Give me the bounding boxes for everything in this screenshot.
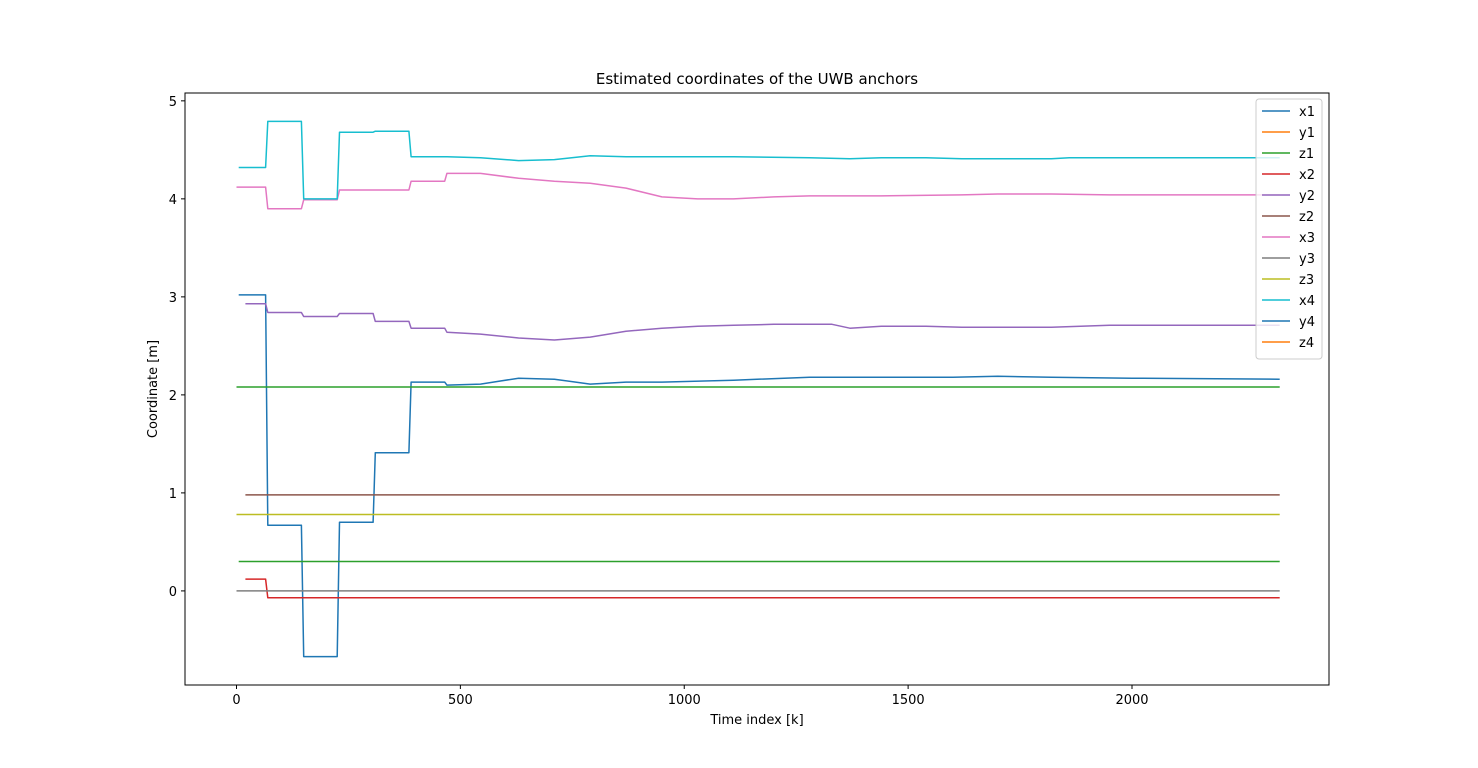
- x-axis: 0 500 1000 1500 2000: [232, 685, 1149, 708]
- legend-label-x1: x1: [1299, 105, 1315, 120]
- legend: x1 y1 z1 x2 y2 z2 x3 y3 z3 x4 y4 z4: [1255, 98, 1323, 360]
- legend-label-z1: z1: [1299, 147, 1314, 162]
- y-tick-label: 1: [169, 487, 177, 502]
- y-axis: 0 1 2 3 4 5: [169, 95, 185, 600]
- chart-title: Estimated coordinates of the UWB anchors: [596, 70, 918, 88]
- legend-label-x4: x4: [1299, 294, 1315, 309]
- x-tick-label: 500: [448, 693, 473, 708]
- plot-frame: [184, 92, 1330, 686]
- x-tick-label: 1000: [668, 693, 701, 708]
- y-tick-label: 5: [169, 95, 177, 110]
- series-line-x1: [238, 294, 1280, 658]
- x-tick-label: 2000: [1115, 693, 1148, 708]
- y-tick-label: 2: [169, 389, 177, 404]
- y-tick-label: 4: [169, 193, 177, 208]
- series-line-x4: [238, 120, 1280, 200]
- legend-label-x2: x2: [1299, 168, 1315, 183]
- y-axis-label: Coordinate [m]: [146, 340, 161, 438]
- series-line-x2: [245, 578, 1280, 599]
- series-line-y2: [245, 302, 1280, 341]
- legend-label-y4: y4: [1299, 315, 1315, 330]
- legend-label-z4: z4: [1299, 336, 1314, 351]
- x-tick-label: 1500: [892, 693, 925, 708]
- series-line-x3: [236, 172, 1280, 210]
- legend-label-y2: y2: [1299, 189, 1315, 204]
- legend-label-y1: y1: [1299, 126, 1315, 141]
- legend-box: [1255, 98, 1323, 360]
- x-tick-label: 0: [232, 693, 240, 708]
- plot-area: [236, 120, 1280, 658]
- legend-label-x3: x3: [1299, 231, 1315, 246]
- y-tick-label: 3: [169, 291, 177, 306]
- series-line-z1: [236, 386, 1280, 563]
- x-axis-label: Time index [k]: [709, 713, 803, 728]
- legend-label-z2: z2: [1299, 210, 1314, 225]
- y-tick-label: 0: [169, 585, 177, 600]
- legend-label-z3: z3: [1299, 273, 1314, 288]
- legend-label-y3: y3: [1299, 252, 1315, 267]
